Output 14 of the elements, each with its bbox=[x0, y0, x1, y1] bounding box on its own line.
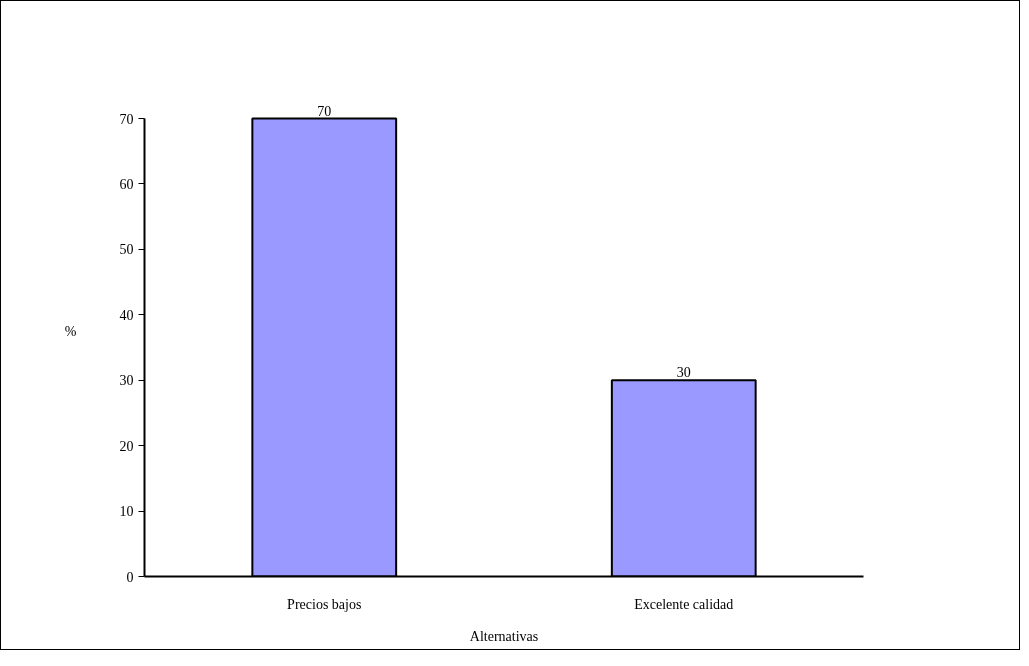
data-label: 70 bbox=[317, 103, 332, 119]
y-axis-title: % bbox=[64, 324, 77, 339]
y-tick-label: 0 bbox=[126, 569, 134, 585]
x-tick-label: Precios bajos bbox=[287, 596, 362, 612]
x-tick-label: Excelente calidad bbox=[634, 596, 734, 612]
y-tick-label: 40 bbox=[119, 307, 134, 323]
x-axis-title: Alternativas bbox=[469, 628, 539, 644]
y-tick-label: 10 bbox=[119, 504, 134, 520]
y-tick-label: 30 bbox=[119, 373, 134, 389]
y-tick-label: 70 bbox=[119, 111, 134, 127]
y-tick-label: 20 bbox=[119, 438, 134, 454]
y-tick-label: 50 bbox=[119, 242, 134, 258]
data-label: 30 bbox=[676, 365, 691, 381]
y-tick-label: 60 bbox=[119, 176, 134, 192]
